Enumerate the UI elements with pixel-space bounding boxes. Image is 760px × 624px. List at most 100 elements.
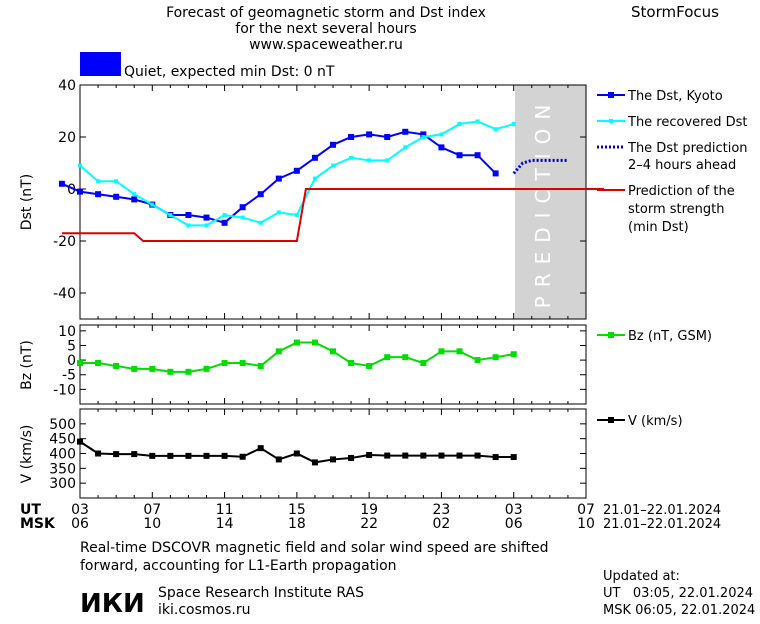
data-point (293, 167, 300, 174)
legend-marker-dst-kyoto (608, 92, 614, 98)
dst-panel: PREDICTION (79, 84, 587, 320)
legend-label-dst-prediction-1: The Dst prediction (627, 141, 748, 156)
dst-panel-frame (79, 84, 587, 320)
data-point (294, 213, 299, 217)
y-tick-label: 20 (58, 130, 76, 146)
data-point (257, 191, 264, 198)
data-point (349, 155, 354, 160)
footnote-line1: Real-time DSCOVR magnetic field and sola… (80, 540, 549, 556)
y-tick-label: -10 (53, 382, 76, 398)
data-point (439, 132, 444, 137)
data-point (240, 215, 245, 220)
data-point (330, 348, 336, 355)
data-point (114, 179, 119, 184)
y-tick-label: 40 (58, 78, 76, 94)
y-tick-label: -20 (53, 234, 76, 250)
data-point (311, 339, 318, 346)
data-point (493, 127, 498, 132)
legend-label-dst-prediction-2: 2–4 hours ahead (628, 158, 736, 173)
y-tick-label: 5 (67, 338, 76, 354)
v-panel-frame (79, 408, 587, 499)
data-point (78, 163, 82, 168)
data-point (293, 450, 300, 457)
bz-axis-label: Bz (nT) (19, 340, 35, 390)
ut-tick-label: 11 (216, 502, 234, 518)
msk-tick-label: 06 (505, 516, 523, 532)
data-point (58, 180, 65, 187)
data-point (510, 454, 517, 461)
data-point (132, 192, 137, 197)
series-layer (58, 119, 605, 466)
prediction-region (515, 85, 586, 319)
data-point (168, 213, 173, 217)
data-point (167, 368, 174, 375)
data-point (456, 452, 463, 459)
ut-tick-label: 03 (71, 502, 89, 518)
data-point (77, 360, 83, 367)
y-tick-label: 0 (67, 353, 76, 369)
data-point (221, 452, 228, 459)
data-point (492, 454, 499, 461)
data-point (348, 360, 355, 367)
y-tick-label: 450 (49, 432, 76, 448)
data-point (221, 360, 228, 367)
institute-website: iki.cosmos.ru (158, 602, 250, 618)
ut-tick-label: 07 (143, 502, 161, 518)
data-point (275, 456, 282, 463)
data-point (185, 452, 192, 459)
series-line-1-0 (80, 341, 514, 373)
ut-tick-label: 23 (433, 502, 451, 518)
data-point (150, 202, 155, 207)
data-point (366, 362, 373, 369)
data-point (438, 348, 445, 355)
data-point (95, 191, 102, 198)
data-point (421, 135, 426, 139)
data-point (402, 452, 409, 459)
legend-label-dst-recovered: The recovered Dst (627, 115, 747, 130)
data-point (185, 368, 192, 375)
data-point (95, 450, 102, 457)
data-point (366, 451, 373, 458)
data-point (385, 158, 390, 163)
data-point (384, 354, 391, 361)
brand-name: StormFocus (631, 3, 719, 21)
msk-tick-label: 18 (288, 516, 306, 532)
legend-label-storm-3: (min Dst) (628, 220, 689, 235)
data-point (366, 131, 373, 138)
legend-label-dst-kyoto: The Dst, Kyoto (627, 89, 723, 104)
chart-title-line2: for the next several hours (235, 21, 416, 37)
data-point (113, 362, 120, 369)
v-axis-label: V (km/s) (19, 425, 35, 484)
status-color-swatch (80, 52, 121, 76)
legend-marker-bz (608, 332, 614, 338)
data-point (367, 158, 372, 163)
dst-axis-label: Dst (nT) (19, 174, 35, 230)
ut-tick-label: 19 (360, 502, 378, 518)
data-point (474, 452, 481, 459)
data-point (96, 179, 101, 184)
updated-label: Updated at: (603, 569, 680, 584)
data-point (403, 145, 408, 150)
data-point (113, 193, 120, 200)
data-point (438, 144, 445, 151)
data-point (457, 122, 462, 126)
data-point (167, 452, 174, 459)
data-point (222, 213, 227, 217)
data-point (293, 339, 300, 346)
data-point (203, 452, 210, 459)
data-point (204, 223, 209, 228)
msk-tick-label: 02 (433, 516, 451, 532)
data-point (475, 119, 480, 124)
status-text: Quiet, expected min Dst: 0 nT (124, 64, 335, 80)
y-tick-label: 400 (49, 447, 76, 463)
y-tick-label: -40 (53, 286, 76, 302)
data-point (95, 360, 102, 367)
prediction-label: PREDICTION (531, 96, 555, 309)
msk-tick-label: 10 (577, 516, 595, 532)
legend-label-bz: Bz (nT, GSM) (628, 329, 712, 344)
data-point (258, 220, 263, 225)
data-point (113, 451, 120, 458)
msk-tick-label: 06 (71, 516, 89, 532)
data-point (474, 357, 481, 364)
